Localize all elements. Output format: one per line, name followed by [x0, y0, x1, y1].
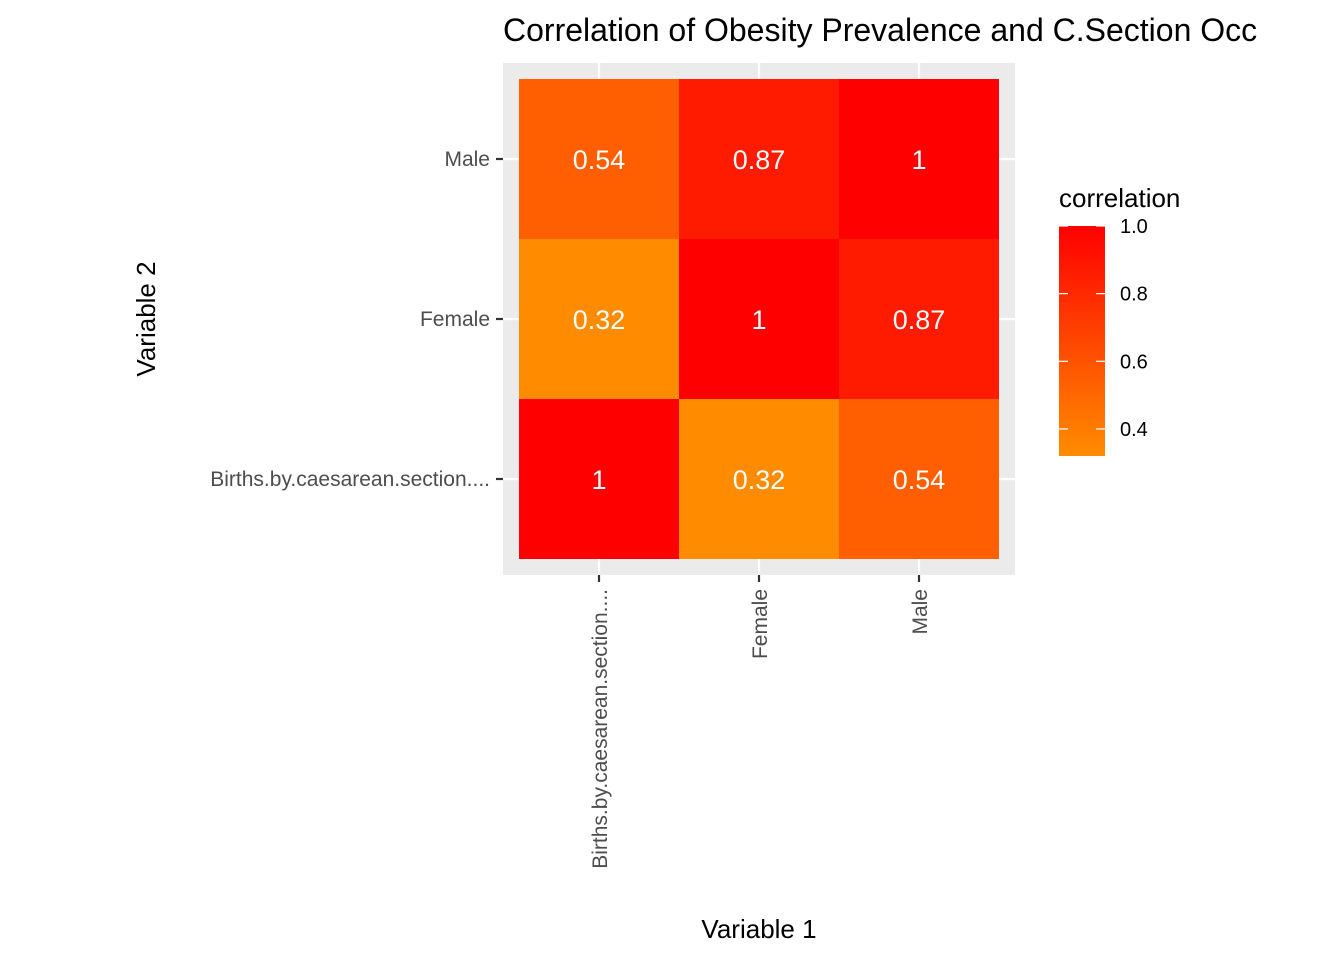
- heatmap-cell: [519, 239, 679, 399]
- heatmap-cell: [679, 79, 839, 239]
- heatmap-cells: [519, 79, 999, 559]
- y-axis-title: Variable 2: [131, 261, 161, 376]
- legend-ticks: 1.0 0.8 0.6 0.4: [1059, 216, 1148, 441]
- heatmap-cell-label: 0.54: [573, 145, 626, 175]
- y-tick-label: Female: [420, 308, 490, 331]
- legend-tick-label: 1.0: [1120, 216, 1148, 238]
- y-tick-label: Male: [444, 148, 490, 171]
- x-axis-title: Variable 1: [701, 914, 816, 944]
- heatmap-cell-label: 0.87: [733, 145, 786, 175]
- heatmap-cell-label: 0.32: [733, 465, 786, 495]
- heatmap-cell-label: 0.87: [893, 305, 946, 335]
- heatmap-cell: [519, 399, 679, 559]
- y-tick-label: Births.by.caesarean.section....: [210, 468, 490, 491]
- heatmap-cell: [679, 399, 839, 559]
- heatmap-cell: [839, 399, 999, 559]
- legend-colorbar: [1059, 226, 1105, 456]
- heatmap-cell: [679, 239, 839, 399]
- heatmap-cell-labels: 1 0.32 0.54 0.32 1 0.87 0.54 0.87 1: [573, 145, 946, 495]
- legend-tick-label: 0.6: [1120, 351, 1148, 373]
- x-tick-label: Female: [749, 589, 772, 659]
- heatmap-cell: [839, 79, 999, 239]
- heatmap-cell-label: 0.54: [893, 465, 946, 495]
- heatmap-cell-label: 1: [911, 145, 926, 175]
- legend-tick-label: 0.8: [1120, 284, 1148, 306]
- heatmap-cell-label: 1: [751, 305, 766, 335]
- x-axis: Births.by.caesarean.section.... Female Mal…: [589, 575, 932, 869]
- color-legend: correlation 1.0 0.8 0.6 0.4: [1059, 183, 1180, 456]
- x-tick-label: Births.by.caesarean.section....: [589, 589, 612, 869]
- heatmap-cell: [839, 239, 999, 399]
- x-tick-label: Male: [909, 589, 932, 635]
- chart-title: Correlation of Obesity Prevalence and C.…: [503, 12, 1257, 48]
- y-axis: Births.by.caesarean.section.... Female Mal…: [210, 148, 503, 491]
- heatmap-cell-label: 0.32: [573, 305, 626, 335]
- heatmap-cell-label: 1: [591, 465, 606, 495]
- heatmap-cell: [519, 79, 679, 239]
- legend-title: correlation: [1059, 183, 1180, 213]
- legend-tick-label: 0.4: [1120, 419, 1148, 441]
